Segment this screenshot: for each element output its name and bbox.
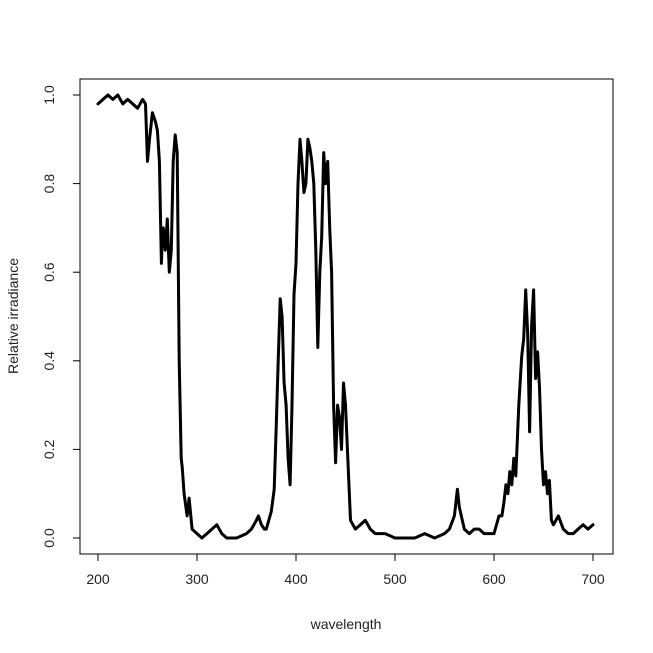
y-tick-label: 0.0 (41, 528, 57, 548)
x-tick-label: 400 (284, 571, 308, 587)
x-tick-label: 200 (86, 571, 110, 587)
x-axis-title: wavelength (310, 616, 382, 632)
series-line-relative-irradiance (96, 93, 595, 540)
x-tick-label: 600 (482, 571, 506, 587)
x-tick-label: 500 (383, 571, 407, 587)
x-tick-label: 700 (581, 571, 605, 587)
y-axis-title: Relative irradiance (5, 258, 21, 374)
x-tick-label: 300 (185, 571, 209, 587)
y-tick-label: 0.2 (41, 439, 57, 459)
y-axis: 0.0 0.2 0.4 0.6 0.8 1.0 (41, 85, 81, 548)
x-axis: 200 300 400 500 600 700 (86, 553, 605, 587)
y-tick-label: 0.6 (41, 262, 57, 282)
y-tick-label: 1.0 (41, 85, 57, 105)
y-tick-label: 0.8 (41, 174, 57, 194)
y-tick-label: 0.4 (41, 351, 57, 371)
